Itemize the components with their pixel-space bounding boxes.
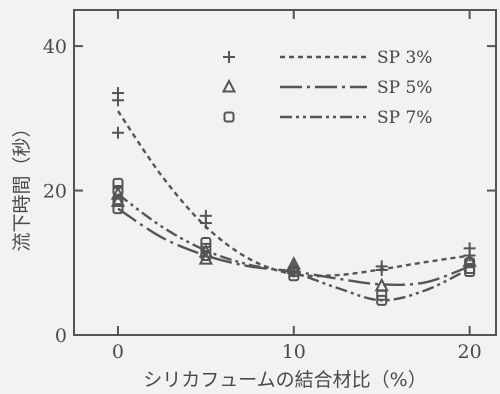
data-point-1	[375, 264, 388, 276]
data-point-2	[198, 251, 214, 265]
data-point-2	[110, 186, 126, 200]
data-point-3	[112, 185, 124, 197]
data-markers	[110, 87, 477, 306]
data-point-3	[376, 289, 388, 301]
series-line-3	[117, 193, 471, 302]
triangle-legend-icon	[221, 78, 237, 93]
data-point-1	[111, 94, 124, 107]
data-point-3	[112, 195, 124, 207]
x-tick-label: 0	[112, 341, 124, 363]
data-point-2	[462, 253, 477, 267]
data-point-3	[288, 270, 300, 282]
square-legend-icon	[223, 111, 235, 123]
data-point-3	[112, 203, 124, 215]
legend-label-2: SP 5%	[377, 78, 432, 98]
axis-ticks	[74, 10, 496, 336]
data-point-3	[464, 265, 476, 277]
tick-labels: 0 10 20 0 20 40	[43, 36, 482, 363]
data-point-3	[112, 177, 124, 189]
data-point-3	[200, 237, 212, 249]
data-point-2	[374, 277, 389, 292]
x-axis-title: シリカフュームの結合材比（%）	[143, 369, 427, 391]
y-axis-title: 流下時間（秒）	[11, 118, 33, 251]
data-point-2	[286, 256, 301, 270]
data-point-1	[111, 126, 124, 139]
y-tick-label: 40	[43, 36, 67, 58]
data-point-3	[376, 294, 388, 306]
series-line-1	[117, 110, 470, 278]
y-tick-label: 0	[55, 325, 67, 347]
legend-label-3: SP 7%	[377, 108, 432, 128]
plot-frame	[73, 9, 497, 336]
data-point-3	[200, 250, 212, 262]
plus-legend-icon	[223, 51, 235, 63]
data-point-1	[199, 217, 212, 230]
x-tick-label: 20	[458, 341, 482, 363]
legend: SP 3% SP 5% SP 7%	[221, 48, 432, 128]
data-point-3	[200, 242, 212, 254]
legend-label-1: SP 3%	[377, 48, 432, 68]
x-tick-label: 10	[282, 341, 306, 363]
y-tick-label: 20	[43, 181, 67, 203]
